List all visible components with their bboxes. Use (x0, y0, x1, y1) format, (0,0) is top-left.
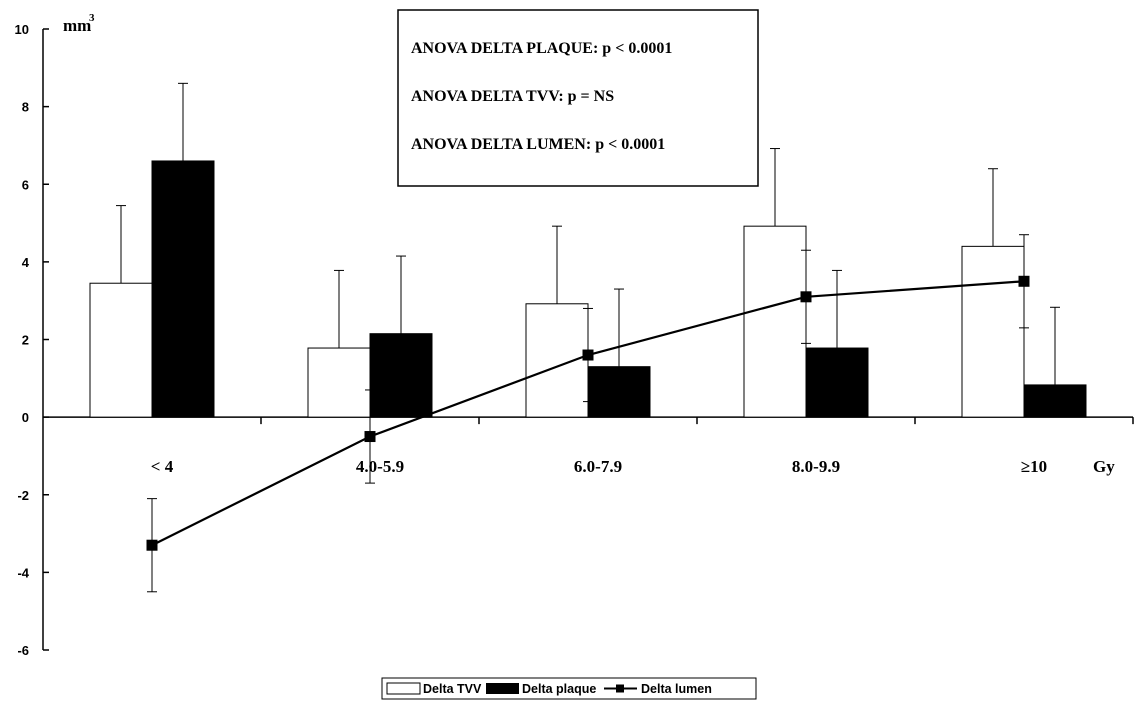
y-tick-label-5: 4 (22, 255, 30, 270)
legend-swatch-lumen-marker (616, 684, 624, 693)
lumen-point-3 (800, 291, 812, 303)
bar-1-2 (587, 366, 651, 418)
bar-1-3 (805, 347, 869, 418)
lumen-point-4 (1018, 275, 1030, 287)
anova-box-frame (397, 9, 759, 187)
y-unit-exponent: 3 (89, 12, 95, 24)
legend-label-tvv: Delta TVV (423, 682, 482, 696)
x-category-label-1: 4.0-5.9 (356, 457, 404, 476)
legend-frame (381, 677, 757, 700)
lumen-line (146, 234, 1030, 593)
anova-box: ANOVA DELTA PLAQUE: p < 0.0001 ANOVA DEL… (397, 9, 759, 187)
bar-0-3 (743, 225, 807, 418)
y-tick-label-6: 6 (22, 177, 29, 192)
x-category-label-3: 8.0-9.9 (792, 457, 840, 476)
y-tick-label-1: -4 (17, 565, 29, 580)
bar-0-4 (961, 245, 1025, 418)
x-unit-label: Gy (1093, 457, 1115, 476)
legend: Delta TVV Delta plaque Delta lumen (381, 677, 757, 700)
lumen-point-2 (582, 349, 594, 361)
anova-line-tvv: ANOVA DELTA TVV: p = NS (411, 88, 614, 105)
x-category-label-2: 6.0-7.9 (574, 457, 622, 476)
y-tick-label-3: 0 (22, 410, 29, 425)
anova-line-plaque: ANOVA DELTA PLAQUE: p < 0.0001 (411, 40, 672, 57)
y-unit-label: mm (63, 16, 91, 35)
x-category-label-0: < 4 (151, 457, 174, 476)
y-tick-label-0: -6 (17, 643, 29, 658)
bar-0-0 (89, 282, 153, 418)
legend-swatch-plaque (486, 683, 519, 694)
anova-line-lumen: ANOVA DELTA LUMEN: p < 0.0001 (411, 136, 665, 153)
bar-1-0 (151, 160, 215, 418)
lumen-point-0 (146, 539, 158, 551)
bars (89, 82, 1087, 418)
legend-label-lumen: Delta lumen (641, 682, 712, 696)
y-tick-label-7: 8 (22, 100, 29, 115)
legend-label-plaque: Delta plaque (522, 682, 596, 696)
legend-swatch-tvv (386, 682, 421, 695)
bar-0-2 (525, 303, 589, 418)
y-tick-label-2: -2 (17, 488, 29, 503)
lumen-point-1 (364, 431, 376, 443)
bar-1-4 (1023, 384, 1087, 418)
y-tick-label-8: 10 (15, 22, 29, 37)
x-category-label-4: ≥10 (1021, 457, 1047, 476)
y-tick-label-4: 2 (22, 333, 29, 348)
bar-1-1 (369, 333, 433, 418)
bar-0-1 (307, 347, 371, 418)
